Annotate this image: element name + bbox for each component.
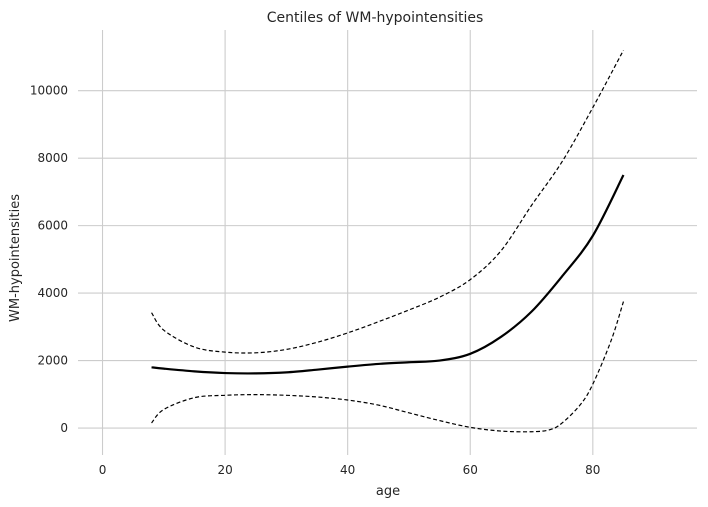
median-centile-line <box>151 174 625 375</box>
y-axis-label: WM-hypointensities <box>8 194 23 322</box>
x-tick-label: 80 <box>585 463 600 477</box>
x-tick-label: 20 <box>217 463 232 477</box>
y-tick-label: 8000 <box>37 151 68 165</box>
x-tick-label: 60 <box>463 463 478 477</box>
upper-centile-line <box>151 49 624 354</box>
chart-title: Centiles of WM-hypointensities <box>267 10 484 26</box>
grid <box>78 30 697 455</box>
y-tick-label: 10000 <box>30 84 68 98</box>
y-tick-labels: 0 2000 4000 6000 8000 10000 <box>30 84 68 435</box>
y-tick-label: 6000 <box>37 219 68 233</box>
series-group <box>151 49 625 433</box>
lower-centile-line <box>151 301 625 433</box>
y-tick-label: 4000 <box>37 286 68 300</box>
x-tick-labels: 0 20 40 60 80 <box>99 463 601 477</box>
y-tick-label: 0 <box>60 421 68 435</box>
x-axis-label: age <box>376 484 400 499</box>
y-tick-label: 2000 <box>37 354 68 368</box>
x-tick-label: 0 <box>99 463 107 477</box>
x-tick-label: 40 <box>340 463 355 477</box>
